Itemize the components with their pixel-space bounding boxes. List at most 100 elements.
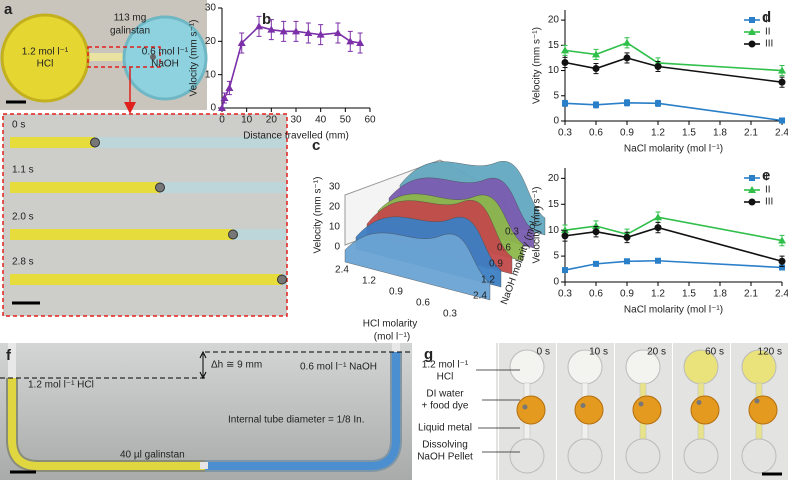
legend-label: I: [765, 173, 768, 184]
x-tick-label: 1.5: [682, 128, 696, 139]
base-reservoir: [741, 438, 777, 474]
marker: [654, 63, 662, 71]
y-tick-label: 0: [553, 277, 559, 288]
tick-label: 2.4: [335, 265, 349, 276]
panel-f-photo: [0, 343, 412, 480]
x-tick-label: 1.8: [713, 289, 727, 300]
legend-label: III: [765, 39, 773, 50]
legend-label: II: [765, 27, 771, 38]
x-tick-label: 0.6: [589, 289, 603, 300]
x-tick-label: 2.4: [775, 289, 788, 300]
panel-c-surface: [344, 159, 546, 301]
base-reservoir: [567, 438, 603, 474]
metal: [638, 401, 644, 407]
marker: [623, 233, 631, 241]
marker: [304, 29, 313, 36]
label: 1.2 mol l⁻¹: [22, 47, 69, 58]
dye-reservoir: [632, 395, 662, 425]
y-tick-label: 10: [548, 65, 560, 76]
label: 40 µl galinstan: [120, 450, 185, 461]
x-tick-label: 40: [315, 115, 327, 126]
y-tick-label: 20: [205, 36, 217, 47]
dye-reservoir: [574, 395, 604, 425]
marker: [624, 258, 630, 265]
x-axis-title: NaCl molarity (mol l⁻¹): [624, 305, 723, 316]
marker: [562, 100, 568, 107]
y-tick-label: 15: [548, 40, 560, 51]
marker: [749, 175, 755, 181]
y-tick-label: 5: [553, 90, 559, 101]
marker: [654, 224, 662, 232]
metal: [696, 400, 702, 405]
tick-label: 0.6: [416, 298, 430, 309]
panel-label: c: [312, 137, 320, 154]
y-tick-label: 15: [548, 199, 560, 210]
marker: [592, 228, 600, 236]
metal-droplet: [90, 137, 100, 148]
tick-label: 30: [329, 182, 341, 193]
x-tick-label: 1.2: [651, 289, 665, 300]
marker: [592, 65, 600, 73]
label: galinstan: [110, 26, 150, 37]
acid: [10, 274, 282, 285]
marker: [654, 213, 662, 221]
marker: [562, 267, 568, 274]
marker: [561, 232, 569, 240]
acid: [10, 182, 160, 193]
label: HCl molarity: [363, 319, 417, 330]
label: 1.2 mol l⁻¹: [422, 360, 469, 371]
tile-border: [730, 343, 731, 480]
label: NaOH Pellet: [417, 452, 473, 463]
marker: [346, 37, 355, 45]
marker: [237, 39, 246, 46]
panel-label: b: [262, 11, 271, 28]
marker: [655, 100, 661, 107]
label: Velocity (mm s⁻¹): [313, 177, 324, 254]
marker: [623, 54, 631, 62]
tick-label: 1.2: [362, 276, 376, 287]
marker: [218, 104, 226, 111]
metal-droplet: [228, 229, 238, 240]
marker: [279, 27, 288, 35]
marker: [778, 78, 786, 86]
x-tick-label: 0.9: [620, 128, 634, 139]
marker: [220, 94, 229, 101]
acid: [10, 229, 233, 240]
tick-label: 0: [334, 242, 340, 253]
time-label: 0 s: [12, 120, 25, 131]
label: Dissolving: [422, 440, 468, 451]
y-tick-label: 10: [205, 69, 217, 80]
x-tick-label: 0.3: [558, 128, 572, 139]
x-axis-title: NaCl molarity (mol l⁻¹): [624, 144, 723, 155]
x-tick-label: 20: [266, 115, 278, 126]
x-tick-label: 1.8: [713, 128, 727, 139]
x-tick-label: 1.5: [682, 289, 696, 300]
marker: [778, 236, 786, 244]
marker: [655, 257, 661, 264]
base-reservoir: [509, 438, 545, 474]
surface-ribbon: [344, 232, 491, 301]
tile-border: [498, 343, 499, 480]
x-tick-label: 60: [364, 115, 376, 126]
tick-label: 2.4: [473, 291, 487, 302]
time-label: 120 s: [758, 347, 782, 358]
time-label: 20 s: [647, 347, 666, 358]
panel-label: g: [424, 346, 433, 363]
tick-label: 20: [329, 202, 341, 213]
label: NaOH: [151, 59, 179, 70]
tick-label: 1.2: [481, 275, 495, 286]
x-tick-label: 0.3: [558, 289, 572, 300]
time-label: 2.8 s: [12, 257, 34, 268]
panel-a-photo: [0, 0, 208, 114]
marker: [292, 27, 300, 35]
marker: [561, 226, 569, 234]
y-tick-label: 0: [210, 103, 216, 114]
marker: [749, 17, 755, 23]
acid: [10, 137, 95, 148]
label: 0.6 mol l⁻¹ NaOH: [300, 362, 377, 373]
x-tick-label: 2.4: [775, 128, 788, 139]
marker: [778, 66, 786, 74]
y-tick-label: 20: [548, 15, 560, 26]
label: 0.6 mol l⁻¹: [142, 47, 189, 58]
panel-a-sequence: [2, 113, 288, 317]
